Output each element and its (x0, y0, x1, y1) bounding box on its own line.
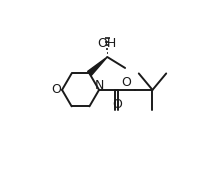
Polygon shape (88, 57, 107, 75)
Text: OH: OH (98, 38, 117, 51)
Text: O: O (51, 83, 61, 96)
Text: O: O (121, 76, 131, 89)
Text: N: N (95, 79, 104, 92)
Text: O: O (112, 98, 122, 111)
